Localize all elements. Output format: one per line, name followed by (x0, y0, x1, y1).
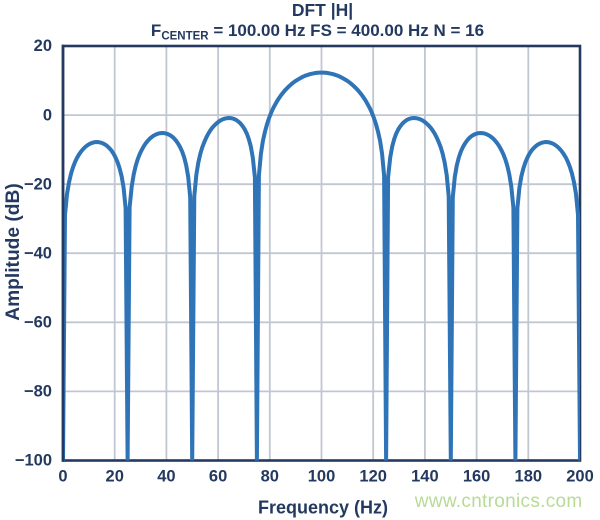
svg-text:−80: −80 (24, 383, 52, 401)
svg-text:80: 80 (261, 467, 279, 485)
svg-text:−40: −40 (24, 244, 52, 262)
svg-text:120: 120 (359, 467, 387, 485)
svg-text:200: 200 (566, 467, 594, 485)
svg-text:FCENTER = 100.00 Hz FS = 400.0: FCENTER = 100.00 Hz FS = 400.00 Hz N = 1… (151, 21, 484, 43)
svg-text:−100: −100 (15, 452, 52, 470)
svg-text:Amplitude (dB): Amplitude (dB) (3, 183, 24, 321)
svg-text:140: 140 (411, 467, 439, 485)
svg-text:20: 20 (34, 37, 52, 55)
svg-text:20: 20 (106, 467, 124, 485)
svg-text:−60: −60 (24, 314, 52, 332)
svg-text:0: 0 (58, 467, 67, 485)
svg-text:100: 100 (308, 467, 336, 485)
svg-text:160: 160 (463, 467, 491, 485)
svg-text:−20: −20 (24, 175, 52, 193)
svg-text:DFT |H|: DFT |H| (292, 0, 353, 20)
svg-text:www.cntronics.com: www.cntronics.com (414, 491, 583, 512)
svg-text:180: 180 (515, 467, 543, 485)
svg-text:40: 40 (157, 467, 175, 485)
svg-text:60: 60 (209, 467, 227, 485)
svg-text:0: 0 (43, 106, 52, 124)
svg-text:Frequency (Hz): Frequency (Hz) (258, 498, 388, 518)
